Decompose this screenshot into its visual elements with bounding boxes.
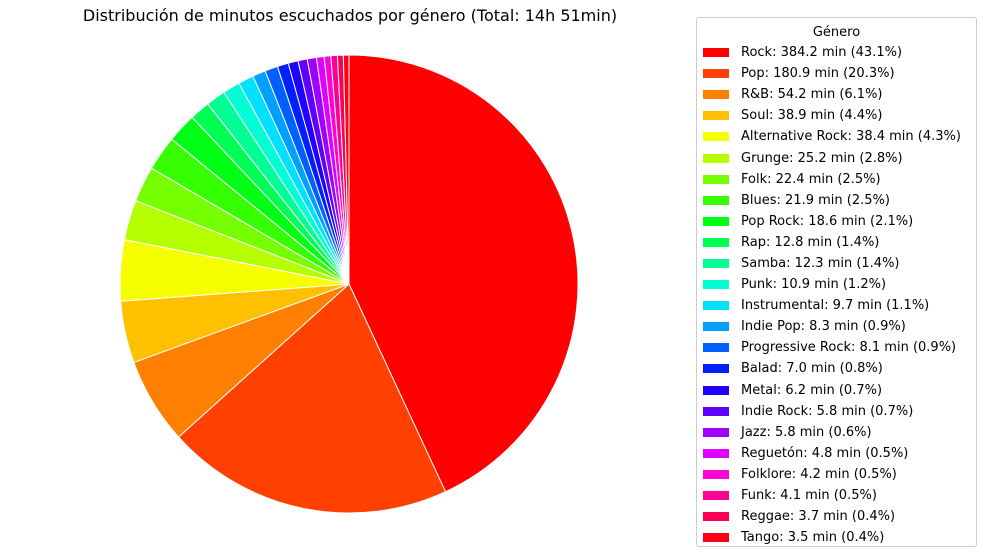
legend-label: Funk: 4.1 min (0.5%): [741, 488, 877, 504]
legend-swatch: [703, 111, 729, 121]
legend-item: Blues: 21.9 min (2.5%): [697, 190, 976, 211]
legend-items: Rock: 384.2 min (43.1%) Pop: 180.9 min (2…: [697, 42, 976, 548]
legend-swatch: [703, 174, 729, 184]
legend-item: Rock: 384.2 min (43.1%): [697, 42, 976, 63]
legend-swatch: [703, 195, 729, 205]
pie-slices: [119, 54, 579, 514]
legend-item: Rap: 12.8 min (1.4%): [697, 232, 976, 253]
legend-item: Folk: 22.4 min (2.5%): [697, 169, 976, 190]
legend-label: Folklore: 4.2 min (0.5%): [741, 466, 897, 482]
legend-label: Blues: 21.9 min (2.5%): [741, 192, 890, 208]
legend-swatch: [703, 343, 729, 353]
chart-title: Distribución de minutos escuchados por g…: [82, 6, 618, 25]
legend-item: R&B: 54.2 min (6.1%): [697, 84, 976, 105]
legend-swatch: [703, 153, 729, 163]
legend-swatch: [703, 469, 729, 479]
legend-swatch: [703, 385, 729, 395]
legend-item: Folklore: 4.2 min (0.5%): [697, 464, 976, 485]
legend-label: Rap: 12.8 min (1.4%): [741, 234, 880, 250]
legend-label: Instrumental: 9.7 min (1.1%): [741, 298, 930, 314]
legend-item: Pop: 180.9 min (20.3%): [697, 63, 976, 84]
legend-swatch: [703, 90, 729, 100]
legend-swatch: [703, 364, 729, 374]
legend-item: Tango: 3.5 min (0.4%): [697, 527, 976, 548]
legend-item: Indie Pop: 8.3 min (0.9%): [697, 316, 976, 337]
legend-swatch: [703, 216, 729, 226]
legend-swatch: [703, 132, 729, 142]
legend-title: Género: [812, 25, 861, 40]
legend: Género Rock: 384.2 min (43.1%) Pop: 180.9…: [696, 17, 977, 547]
legend-swatch: [703, 48, 729, 58]
legend-swatch: [703, 427, 729, 437]
legend-label: Tango: 3.5 min (0.4%): [741, 530, 885, 546]
legend-item: Progressive Rock: 8.1 min (0.9%): [697, 337, 976, 358]
legend-label: Pop Rock: 18.6 min (2.1%): [741, 213, 914, 229]
legend-item: Reggae: 3.7 min (0.4%): [697, 506, 976, 527]
legend-item: Reguetón: 4.8 min (0.5%): [697, 443, 976, 464]
legend-label: Reguetón: 4.8 min (0.5%): [741, 445, 909, 461]
pie-slice-0: [348, 54, 579, 493]
legend-swatch: [703, 406, 729, 416]
legend-label: Balad: 7.0 min (0.8%): [741, 361, 883, 377]
legend-swatch: [703, 301, 729, 311]
legend-label: Folk: 22.4 min (2.5%): [741, 171, 881, 187]
legend-label: Rock: 384.2 min (43.1%): [741, 45, 903, 61]
legend-item: Balad: 7.0 min (0.8%): [697, 358, 976, 379]
legend-item: Metal: 6.2 min (0.7%): [697, 380, 976, 401]
legend-label: Soul: 38.9 min (4.4%): [741, 108, 883, 124]
legend-item: Pop Rock: 18.6 min (2.1%): [697, 211, 976, 232]
legend-swatch: [703, 533, 729, 543]
legend-item: Instrumental: 9.7 min (1.1%): [697, 295, 976, 316]
legend-item: Alternative Rock: 38.4 min (4.3%): [697, 126, 976, 147]
legend-item: Samba: 12.3 min (1.4%): [697, 253, 976, 274]
legend-swatch: [703, 491, 729, 501]
legend-item: Grunge: 25.2 min (2.8%): [697, 147, 976, 168]
legend-item: Punk: 10.9 min (1.2%): [697, 274, 976, 295]
legend-swatch: [703, 512, 729, 522]
legend-label: Metal: 6.2 min (0.7%): [741, 382, 883, 398]
legend-label: Reggae: 3.7 min (0.4%): [741, 509, 896, 525]
legend-swatch: [703, 280, 729, 290]
legend-item: Jazz: 5.8 min (0.6%): [697, 422, 976, 443]
legend-label: Grunge: 25.2 min (2.8%): [741, 150, 903, 166]
legend-label: R&B: 54.2 min (6.1%): [741, 87, 883, 103]
legend-swatch: [703, 448, 729, 458]
legend-label: Samba: 12.3 min (1.4%): [741, 255, 900, 271]
legend-swatch: [703, 237, 729, 247]
legend-label: Indie Rock: 5.8 min (0.7%): [741, 403, 914, 419]
legend-item: Indie Rock: 5.8 min (0.7%): [697, 401, 976, 422]
legend-label: Pop: 180.9 min (20.3%): [741, 66, 895, 82]
pie-slice-1: [178, 283, 447, 514]
pie-slice-23: [342, 54, 350, 285]
legend-swatch: [703, 322, 729, 332]
legend-label: Progressive Rock: 8.1 min (0.9%): [741, 340, 957, 356]
legend-label: Indie Pop: 8.3 min (0.9%): [741, 319, 906, 335]
legend-swatch: [703, 258, 729, 268]
legend-item: Funk: 4.1 min (0.5%): [697, 485, 976, 506]
legend-label: Jazz: 5.8 min (0.6%): [741, 424, 872, 440]
legend-label: Punk: 10.9 min (1.2%): [741, 277, 887, 293]
legend-swatch: [703, 69, 729, 79]
legend-label: Alternative Rock: 38.4 min (4.3%): [741, 129, 961, 145]
legend-item: Soul: 38.9 min (4.4%): [697, 105, 976, 126]
pie-chart: [119, 54, 579, 514]
